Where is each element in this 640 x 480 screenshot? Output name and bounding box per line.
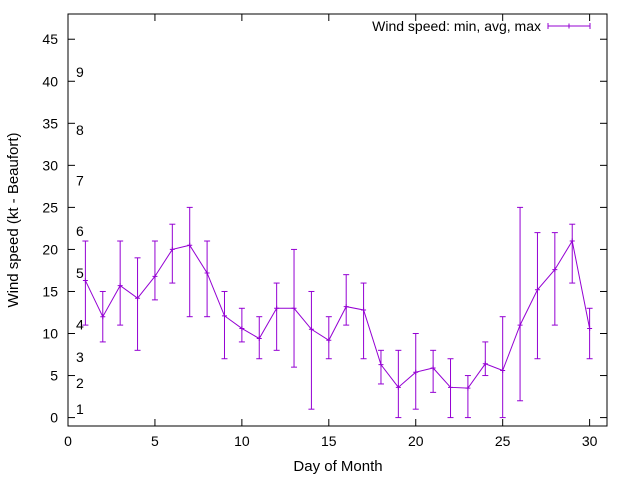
x-tick-label: 5 [151,433,159,449]
series-line [84,239,591,389]
x-tick-label: 10 [234,433,250,449]
data-point [430,365,436,371]
y-tick-label: 20 [42,241,58,257]
series-layer [82,206,593,419]
x-tick-label: 25 [495,433,511,449]
beaufort-label: 7 [76,172,84,188]
data-point [569,238,575,244]
beaufort-annotations: 1 2 3 4 5 6 7 8 9 [76,64,84,417]
x-tick-label: 15 [321,433,337,449]
data-point [221,313,227,319]
y-tick-label: 35 [42,115,58,131]
data-point [482,361,488,367]
data-point [587,325,593,331]
data-point [413,369,419,375]
data-point [465,385,471,391]
data-point [308,326,314,332]
y-axis-title: Wind speed (kt - Beaufort) [5,132,22,307]
beaufort-label: 2 [76,375,84,391]
x-tick-label: 30 [582,433,598,449]
data-point [204,270,210,276]
y-tick-label: 5 [50,368,58,384]
beaufort-label: 1 [76,401,84,417]
data-point [517,322,523,328]
beaufort-label: 3 [76,349,84,365]
data-point [291,305,297,311]
data-point [500,368,506,374]
plot-frame [67,13,608,427]
legend-label: Wind speed: min, avg, max [372,18,541,34]
y-tick-label: 15 [42,283,58,299]
data-point [534,287,540,293]
y-tick-label: 10 [42,326,58,342]
data-point [378,362,384,368]
data-point [552,267,558,273]
data-point [448,384,454,390]
y-tick-label: 40 [42,73,58,89]
data-point [169,246,175,252]
data-point [256,336,262,342]
data-point [326,337,332,343]
data-point [361,307,367,313]
y-tick-label: 25 [42,199,58,215]
x-tick-label: 0 [64,433,72,449]
y-tick-label: 30 [42,157,58,173]
data-point [187,242,193,248]
data-point [135,295,141,301]
legend: Wind speed: min, avg, max [372,18,591,34]
beaufort-label: 4 [76,316,84,332]
beaufort-label: 8 [76,122,84,138]
data-point [274,305,280,311]
data-point [343,304,349,310]
data-point [395,384,401,390]
beaufort-label: 5 [76,265,84,281]
x-tick-label: 20 [408,433,424,449]
beaufort-label: 6 [76,223,84,239]
data-point [100,314,106,320]
x-axis-title: Day of Month [293,458,382,475]
data-point [152,273,158,279]
y-tick-label: 45 [42,31,58,47]
data-point [117,283,123,289]
data-point [82,278,88,284]
data-point [239,325,245,331]
beaufort-label: 9 [76,64,84,80]
y-tick-label: 0 [50,410,58,426]
